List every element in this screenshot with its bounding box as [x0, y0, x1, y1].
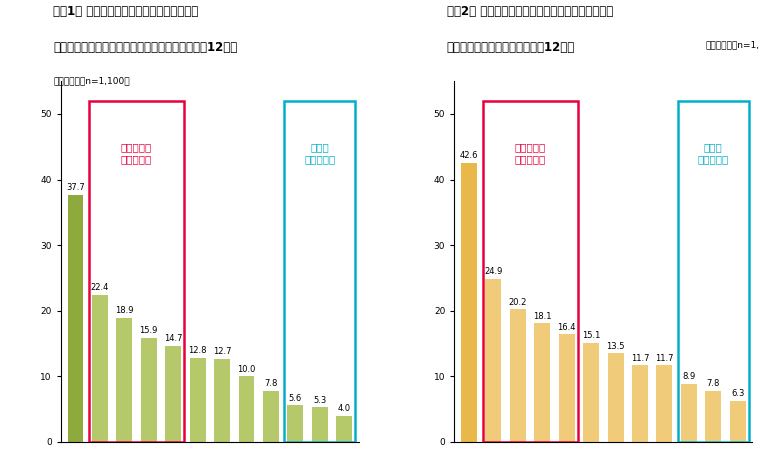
- Bar: [608, 354, 623, 442]
- Bar: [705, 391, 721, 442]
- Text: 11.7: 11.7: [631, 354, 649, 363]
- Bar: [681, 384, 697, 442]
- Text: リユースに
関する行動: リユースに 関する行動: [121, 142, 152, 164]
- Bar: [559, 334, 575, 442]
- Bar: [632, 365, 648, 442]
- Text: 素材に
関する行動: 素材に 関する行動: [304, 142, 335, 164]
- Bar: [284, 101, 355, 442]
- Bar: [287, 405, 303, 442]
- Text: 11.7: 11.7: [655, 354, 673, 363]
- Text: 6.3: 6.3: [731, 389, 745, 398]
- Text: 18.9: 18.9: [115, 306, 134, 315]
- Text: 5.3: 5.3: [313, 396, 327, 405]
- Text: ＜図2＞ 今後、衣類の「サステナブル」について、: ＜図2＞ 今後、衣類の「サステナブル」について、: [447, 5, 613, 18]
- Bar: [534, 323, 550, 442]
- Bar: [312, 407, 328, 442]
- Bar: [486, 279, 502, 442]
- Bar: [92, 295, 108, 442]
- Text: 16.4: 16.4: [557, 323, 576, 332]
- Text: 22.4: 22.4: [90, 283, 109, 292]
- Text: 12.7: 12.7: [213, 347, 231, 356]
- Text: 15.9: 15.9: [140, 326, 158, 335]
- Bar: [657, 365, 673, 442]
- Text: 7.8: 7.8: [707, 379, 720, 388]
- Bar: [214, 359, 230, 442]
- Text: リユースに
関する行動: リユースに 関する行動: [515, 142, 546, 164]
- Text: 24.9: 24.9: [484, 267, 502, 276]
- Bar: [510, 309, 526, 442]
- Text: ＜図1＞ 衣類の「サステナブル」について、: ＜図1＞ 衣類の「サステナブル」について、: [53, 5, 198, 18]
- Text: 20.2: 20.2: [508, 298, 527, 307]
- Text: 14.7: 14.7: [164, 334, 182, 343]
- Bar: [190, 358, 205, 442]
- Bar: [141, 338, 157, 442]
- Bar: [461, 162, 477, 442]
- Bar: [483, 101, 578, 442]
- Text: 素材に
関する行動: 素材に 関する行動: [698, 142, 729, 164]
- Text: 13.5: 13.5: [606, 342, 625, 351]
- Text: （複数回答：n=1,100）: （複数回答：n=1,100）: [53, 77, 130, 86]
- Text: 4.0: 4.0: [337, 404, 351, 413]
- Text: 37.7: 37.7: [66, 183, 85, 192]
- Text: 10.0: 10.0: [237, 365, 255, 374]
- Text: 8.9: 8.9: [682, 372, 695, 381]
- Bar: [116, 318, 132, 442]
- Text: 42.6: 42.6: [460, 151, 478, 160]
- Bar: [337, 416, 352, 442]
- Text: 18.1: 18.1: [533, 312, 552, 321]
- Text: 12.8: 12.8: [188, 346, 207, 355]
- Bar: [263, 391, 279, 442]
- Bar: [730, 400, 746, 442]
- Text: 15.1: 15.1: [582, 331, 600, 341]
- Text: 気にかけていること、実行していること上位12項目: 気にかけていること、実行していること上位12項目: [53, 41, 237, 54]
- Bar: [165, 345, 181, 442]
- Bar: [68, 195, 84, 442]
- Text: 意識していきたいこと上位12項目: 意識していきたいこと上位12項目: [447, 41, 575, 54]
- Bar: [89, 101, 184, 442]
- Text: （複数回答：n=1,100）: （複数回答：n=1,100）: [705, 41, 760, 50]
- Text: 5.6: 5.6: [289, 394, 302, 403]
- Text: 7.8: 7.8: [264, 379, 277, 388]
- Bar: [239, 377, 255, 442]
- Bar: [678, 101, 749, 442]
- Bar: [583, 343, 599, 442]
